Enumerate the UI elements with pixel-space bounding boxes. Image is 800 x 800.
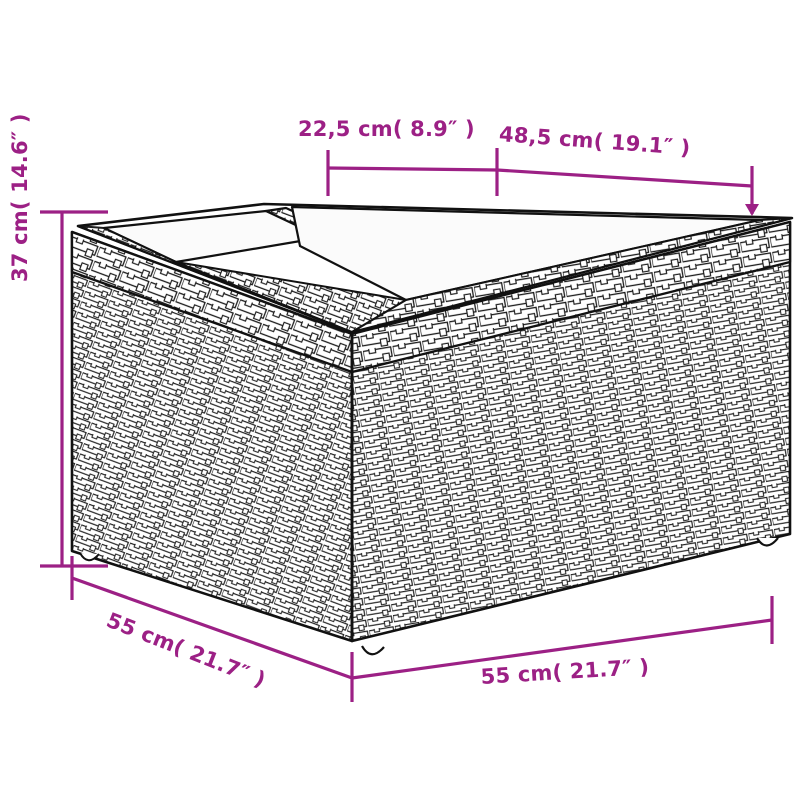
table-body	[70, 202, 794, 656]
foot-right	[756, 537, 779, 547]
side-panel-left	[70, 230, 354, 643]
foot-left	[79, 552, 100, 562]
dimension-label-tabletop-panel-width: 22,5 cm( 8.9″ )	[298, 117, 475, 141]
dimension-lines	[40, 148, 774, 702]
foot-front	[361, 645, 385, 656]
dimline-tabletop-glass-width	[496, 168, 753, 188]
tabletop-left-rail	[77, 225, 353, 333]
tabletop-right-rail	[351, 217, 793, 333]
table-feet	[79, 537, 779, 656]
dimension-label-table-height: 37 cm( 14.6″ )	[8, 113, 32, 282]
dimline-table-depth	[71, 576, 353, 680]
dimline-tabletop-panel-width	[327, 166, 498, 172]
dimarrow-glass-right	[745, 204, 759, 216]
tabletop	[76, 202, 794, 334]
dimline-table-width	[351, 618, 773, 680]
